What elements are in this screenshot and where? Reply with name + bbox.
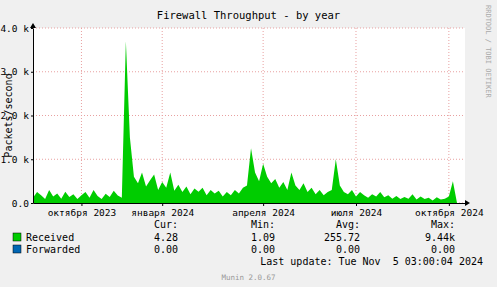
background: [0, 0, 497, 287]
y-axis-line: [33, 29, 34, 204]
series-group: [33, 41, 465, 203]
stat-header: Cur:: [154, 219, 178, 230]
y-tick-mark: [31, 28, 33, 29]
x-tick-mark: [356, 203, 357, 206]
grid-line-x: [162, 28, 163, 203]
area-0: [33, 41, 457, 203]
legend-label: Forwarded: [26, 244, 80, 255]
footer: Last update: Tue Nov 5 03:00:04 2024: [260, 256, 483, 267]
x-tick: января 2024: [131, 203, 194, 218]
stat-header: Avg:: [336, 219, 360, 230]
stat-value: 0.00: [154, 244, 178, 255]
legend-swatch: [13, 233, 21, 241]
grid-line-y: [33, 159, 465, 160]
y-tick-mark: [31, 116, 33, 117]
y-axis: 0.01.0 k2.0 k3.0 k4.0 k: [0, 23, 33, 209]
legend-swatch: [13, 245, 21, 253]
stat-value: 0.00: [431, 244, 455, 255]
grid-line-y: [33, 71, 465, 72]
credit: Munin 2.0.67: [221, 273, 275, 282]
x-axis-arrow: [465, 200, 470, 206]
stat-value: 9.44k: [425, 232, 455, 243]
stat-header: Min:: [251, 219, 275, 230]
x-axis: октября 2023 января 2024 апреля 2024 июля 2…: [34, 203, 484, 218]
x-tick-label: января 2024: [131, 207, 194, 218]
y-tick-label: 0.0: [12, 198, 29, 209]
stat-value: 0.00: [251, 244, 275, 255]
watermark: RRDTOOL / TOBI OETIKER: [484, 5, 492, 99]
grid-line-x: [355, 28, 356, 203]
legend-label: Received: [26, 232, 74, 243]
y-tick: 0.0: [12, 198, 33, 209]
y-tick-mark: [31, 159, 33, 160]
grid: [33, 28, 465, 203]
title: Firewall Throughput - by year: [157, 9, 340, 21]
grid-line-x: [448, 28, 449, 203]
y-axis-title: Packets/second: [3, 73, 14, 157]
x-tick-mark: [449, 203, 450, 206]
x-tick-label: апреля 2024: [232, 207, 295, 218]
stat-value: 0.00: [336, 244, 360, 255]
stat-value: 255.72: [324, 232, 360, 243]
stat-value: 4.28: [154, 232, 178, 243]
x-axis-line: [34, 203, 466, 204]
x-tick: июля 2024: [331, 203, 383, 218]
stat-header: Max:: [431, 219, 455, 230]
legend: Cur: Min: Avg: Max: Received 4.28 1.09 255.72 9.…: [13, 219, 455, 255]
chart-container: 0.01.0 k2.0 k3.0 k4.0 k октября 2023 январ…: [0, 0, 497, 287]
grid-line-y: [33, 28, 465, 29]
y-tick-label: 4.0 k: [0, 23, 29, 34]
y-tick-mark: [31, 72, 33, 73]
x-tick: апреля 2024: [232, 203, 295, 218]
grid-line-y: [33, 115, 465, 116]
x-tick-mark: [81, 203, 82, 206]
x-tick: октября 2024: [415, 203, 484, 218]
y-tick-mark: [31, 203, 33, 204]
grid-line-x: [81, 28, 82, 203]
x-tick: октября 2023: [48, 203, 117, 218]
y-axis-arrow: [30, 23, 36, 28]
chart-svg: 0.01.0 k2.0 k3.0 k4.0 k октября 2023 январ…: [0, 0, 497, 287]
area-1: [33, 203, 465, 204]
x-tick-label: октября 2024: [415, 207, 484, 218]
x-tick-mark: [263, 203, 264, 206]
plot-background: [33, 28, 465, 203]
x-tick-mark: [162, 203, 163, 206]
y-tick: 4.0 k: [0, 23, 33, 34]
x-tick-label: июля 2024: [331, 207, 383, 218]
x-tick-label: октября 2023: [48, 207, 117, 218]
stat-value: 1.09: [251, 232, 275, 243]
